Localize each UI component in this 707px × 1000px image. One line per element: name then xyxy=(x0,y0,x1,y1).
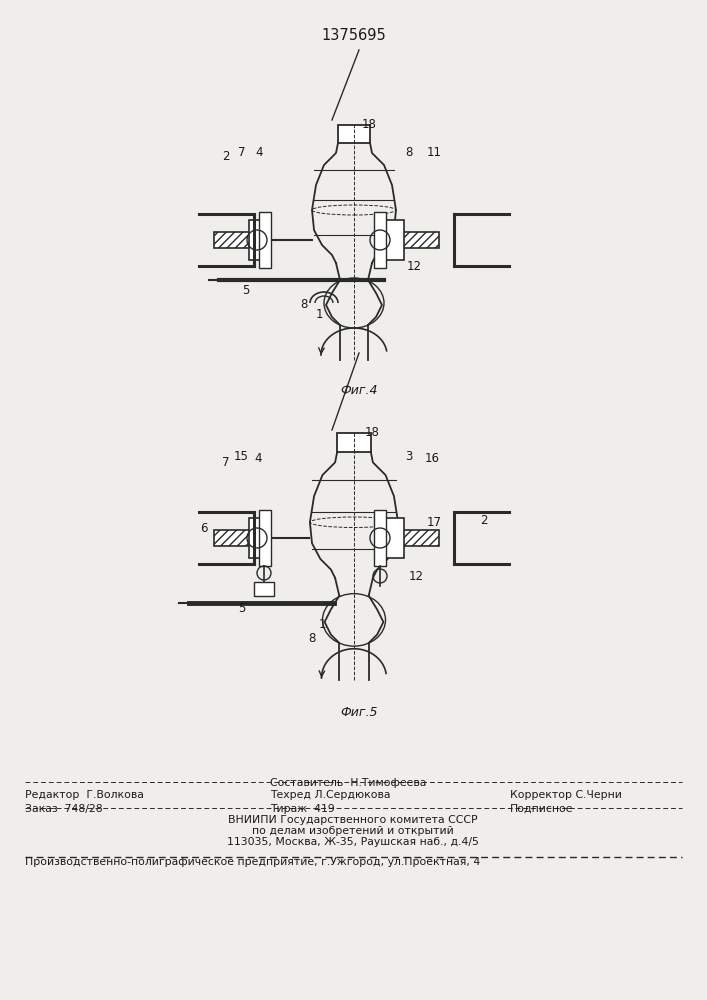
Bar xyxy=(259,510,271,566)
Text: Корректор С.Черни: Корректор С.Черни xyxy=(510,790,622,800)
Text: 8: 8 xyxy=(405,146,413,159)
Text: 4: 4 xyxy=(255,146,263,159)
Text: 15: 15 xyxy=(233,450,248,462)
Text: 18: 18 xyxy=(361,118,376,131)
Text: 17: 17 xyxy=(426,516,441,530)
Bar xyxy=(261,247,269,265)
Text: Фиг.4: Фиг.4 xyxy=(340,383,378,396)
Text: 12: 12 xyxy=(407,260,421,273)
Bar xyxy=(374,212,386,268)
Text: Подписное: Подписное xyxy=(510,804,573,814)
Text: 6: 6 xyxy=(200,522,208,534)
Text: 18: 18 xyxy=(365,426,380,440)
Text: по делам изобретений и открытий: по делам изобретений и открытий xyxy=(252,826,454,836)
Bar xyxy=(376,247,384,265)
Bar xyxy=(376,215,384,233)
Bar xyxy=(214,530,259,546)
Text: Фиг.5: Фиг.5 xyxy=(340,706,378,720)
Text: 1: 1 xyxy=(315,308,323,322)
Bar xyxy=(259,212,271,268)
Text: Техред Л.Сердюкова: Техред Л.Сердюкова xyxy=(270,790,390,800)
Text: 8: 8 xyxy=(300,298,308,312)
Bar xyxy=(376,545,384,563)
Text: 1: 1 xyxy=(318,618,326,632)
Text: Тираж  419: Тираж 419 xyxy=(270,804,334,814)
Text: 11: 11 xyxy=(426,146,441,159)
Text: 16: 16 xyxy=(424,452,440,464)
Text: 8: 8 xyxy=(308,632,316,645)
Text: 12: 12 xyxy=(409,570,423,582)
Bar xyxy=(214,232,259,248)
Bar xyxy=(261,545,269,563)
Text: 7: 7 xyxy=(238,146,246,159)
Text: Редактор  Г.Волкова: Редактор Г.Волкова xyxy=(25,790,144,800)
Bar xyxy=(249,518,267,558)
Bar xyxy=(394,530,439,546)
Text: 2: 2 xyxy=(222,150,230,163)
Text: Производственно-полиграфическое предприятие, г.Ужгород, ул.Проектная, 4: Производственно-полиграфическое предприя… xyxy=(25,857,480,867)
Bar xyxy=(261,513,269,531)
Bar xyxy=(376,513,384,531)
Bar xyxy=(386,220,404,260)
Bar xyxy=(374,510,386,566)
Bar xyxy=(254,582,274,596)
Bar xyxy=(337,433,370,452)
Text: 7: 7 xyxy=(222,456,230,470)
Bar xyxy=(338,125,370,143)
Text: Составитель  Н.Тимофеева: Составитель Н.Тимофеева xyxy=(270,778,426,788)
Text: 3: 3 xyxy=(405,450,413,462)
Text: 5: 5 xyxy=(243,284,250,296)
Text: 113035, Москва, Ж-35, Раушская наб., д.4/5: 113035, Москва, Ж-35, Раушская наб., д.4… xyxy=(227,837,479,847)
Text: Заказ  748/28: Заказ 748/28 xyxy=(25,804,103,814)
Text: 1375695: 1375695 xyxy=(322,28,386,43)
Text: ВНИИПИ Государственного комитета СССР: ВНИИПИ Государственного комитета СССР xyxy=(228,815,478,825)
Bar xyxy=(386,518,404,558)
Text: 2: 2 xyxy=(480,514,488,526)
Text: 4: 4 xyxy=(255,452,262,464)
Bar xyxy=(394,232,439,248)
Bar xyxy=(261,215,269,233)
Text: 5: 5 xyxy=(238,601,246,614)
Bar xyxy=(249,220,267,260)
